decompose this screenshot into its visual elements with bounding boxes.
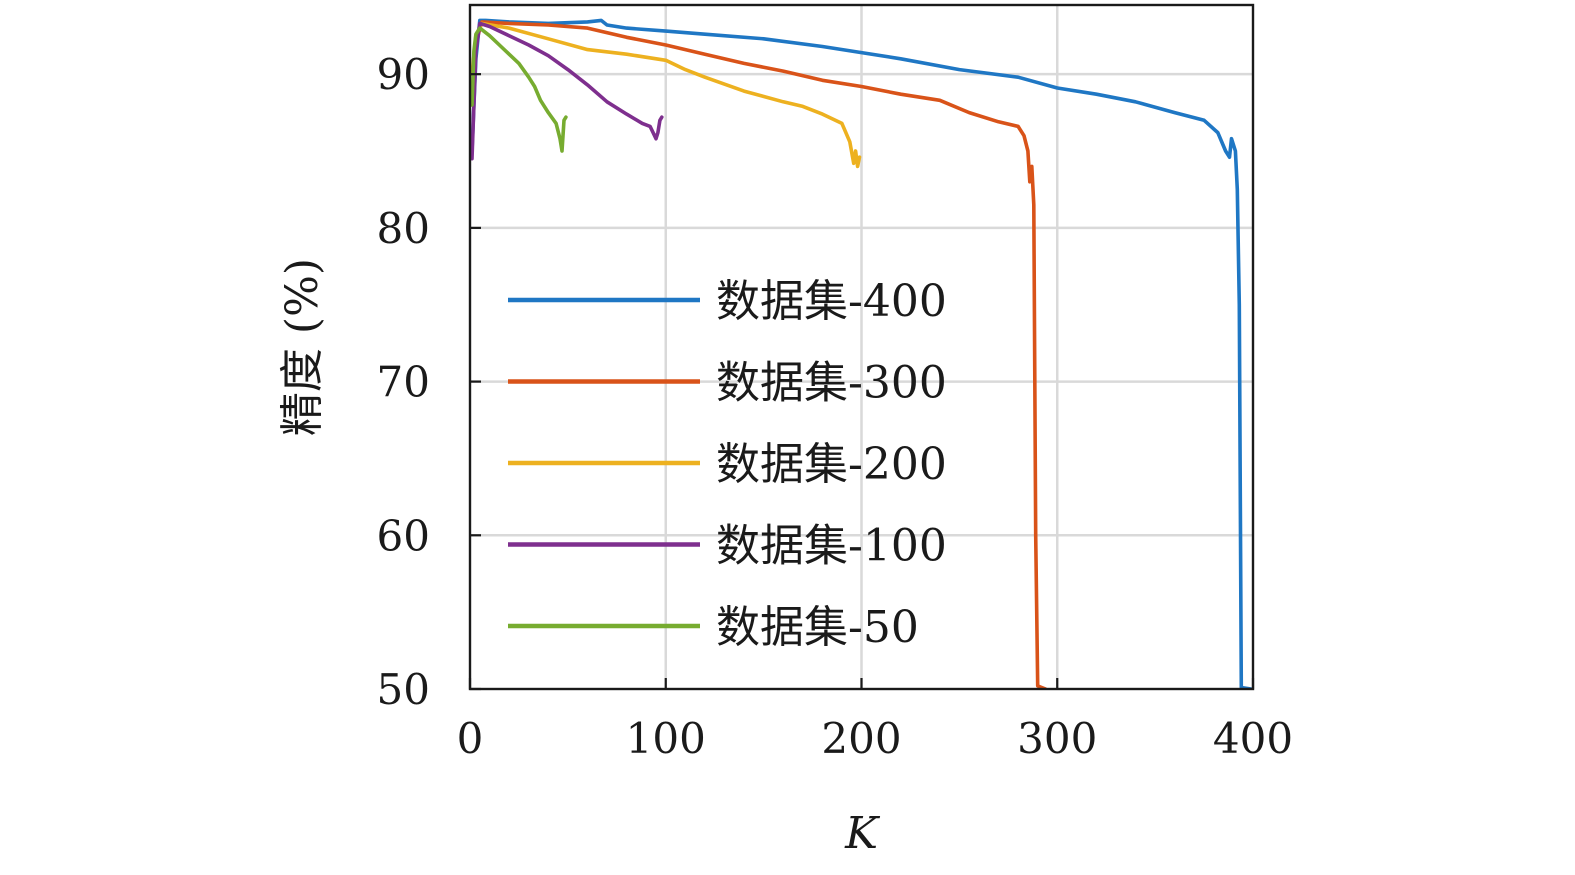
legend-label: 数据集-400 (716, 276, 947, 327)
x-tick-label: 200 (821, 714, 901, 763)
y-tick-label: 80 (377, 204, 430, 253)
legend-label: 数据集-200 (716, 439, 947, 490)
legend-label: 数据集-50 (716, 602, 919, 653)
legend-label: 数据集-300 (716, 358, 947, 409)
y-tick-label: 50 (377, 665, 430, 714)
series-line (470, 21, 862, 169)
x-tick-label: 100 (626, 714, 706, 763)
x-axis-title: K (844, 808, 880, 859)
series-line (470, 20, 1048, 689)
x-tick-label: 400 (1213, 714, 1293, 763)
x-tick-label: 0 (457, 714, 484, 763)
legend: 数据集-400 数据集-300 数据集-200 数据集-100 数据集-50 (508, 276, 947, 653)
x-tick-label: 300 (1017, 714, 1097, 763)
series-line (470, 26, 568, 153)
axis-ticks: 0 100 200 300 400 50 60 70 80 90 (377, 50, 1294, 763)
y-axis-title: 精度 (%) (277, 258, 328, 436)
grid (470, 5, 1253, 689)
y-tick-label: 90 (377, 50, 430, 99)
legend-label: 数据集-100 (716, 521, 947, 572)
y-tick-label: 60 (377, 511, 430, 560)
y-tick-label: 70 (377, 358, 430, 407)
series-line (470, 18, 1253, 689)
series-lines (470, 18, 1253, 689)
